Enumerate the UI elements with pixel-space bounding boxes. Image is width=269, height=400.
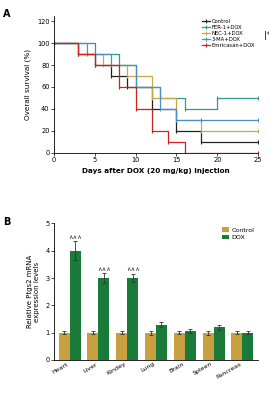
Bar (70, 251, 81, 360)
Bar (127, 278, 138, 360)
Text: ∧∧∧: ∧∧∧ (126, 267, 140, 272)
Bar (116, 333, 127, 360)
Legend: Control, FER-1+DOX, NEC-1+DOX, 3-MA+DOX, Emricasan+DOX: Control, FER-1+DOX, NEC-1+DOX, 3-MA+DOX,… (201, 19, 256, 48)
Text: ∧∧∧: ∧∧∧ (97, 266, 111, 272)
Bar (242, 333, 253, 360)
Bar (231, 333, 242, 360)
Bar (145, 333, 156, 360)
Text: B: B (3, 217, 10, 227)
Bar (98, 278, 109, 360)
Bar (214, 327, 225, 360)
Y-axis label: Overall survival (%): Overall survival (%) (25, 49, 31, 120)
Text: A: A (3, 9, 10, 19)
Bar (174, 333, 185, 360)
X-axis label: Days after DOX (20 mg/kg) injection: Days after DOX (20 mg/kg) injection (82, 168, 230, 174)
Bar (87, 333, 98, 360)
Text: |*: |* (264, 31, 269, 40)
Text: ∧∧∧: ∧∧∧ (68, 234, 82, 240)
Bar (203, 333, 214, 360)
Y-axis label: Relative Ptgs2 mRNA
expression levels: Relative Ptgs2 mRNA expression levels (27, 255, 40, 328)
Legend: Control, DOX: Control, DOX (221, 227, 255, 241)
Bar (59, 333, 70, 360)
Bar (185, 331, 196, 360)
Bar (156, 324, 167, 360)
